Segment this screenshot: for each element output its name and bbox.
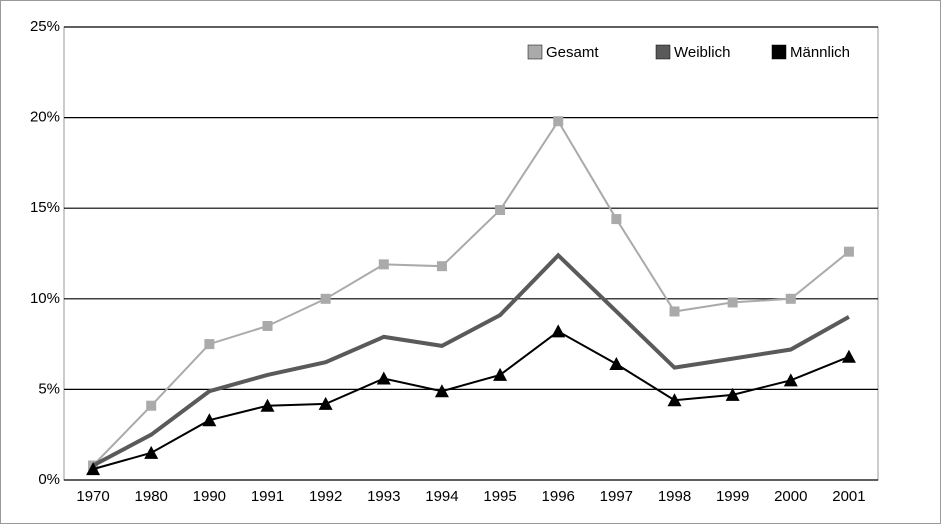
marker bbox=[86, 462, 101, 476]
x-tick-label: 1992 bbox=[309, 488, 342, 505]
x-tick-label: 1995 bbox=[483, 488, 516, 505]
marker bbox=[785, 293, 796, 304]
x-tick-label: 1991 bbox=[251, 488, 284, 505]
x-tick-label: 1999 bbox=[716, 488, 749, 505]
legend-swatch bbox=[527, 44, 543, 60]
x-tick-label: 1994 bbox=[425, 488, 458, 505]
marker bbox=[783, 373, 798, 387]
marker bbox=[669, 306, 680, 317]
legend-label: Gesamt bbox=[546, 44, 599, 61]
x-tick-label: 2001 bbox=[832, 488, 865, 505]
x-tick-label: 1993 bbox=[367, 488, 400, 505]
x-tick-label: 1980 bbox=[135, 488, 168, 505]
marker bbox=[609, 357, 624, 371]
x-tick-label: 1990 bbox=[193, 488, 226, 505]
y-tick-label: 25% bbox=[30, 18, 60, 35]
marker bbox=[843, 246, 854, 257]
marker bbox=[667, 393, 682, 407]
legend-swatch bbox=[655, 44, 671, 60]
marker bbox=[378, 259, 389, 270]
marker bbox=[202, 413, 217, 427]
y-tick-label: 0% bbox=[38, 471, 60, 488]
marker bbox=[144, 445, 159, 459]
legend-label: Männlich bbox=[790, 44, 850, 61]
marker bbox=[727, 297, 738, 308]
y-tick-label: 20% bbox=[30, 109, 60, 126]
series-line bbox=[92, 330, 850, 471]
marker bbox=[262, 320, 273, 331]
marker bbox=[495, 205, 506, 216]
marker bbox=[318, 396, 333, 410]
series-line bbox=[92, 119, 850, 467]
legend-swatch bbox=[771, 44, 787, 60]
x-tick-label: 1997 bbox=[600, 488, 633, 505]
marker bbox=[553, 116, 564, 127]
marker bbox=[725, 387, 740, 401]
marker bbox=[551, 324, 566, 338]
x-tick-label: 1970 bbox=[76, 488, 109, 505]
y-tick-label: 15% bbox=[30, 199, 60, 216]
marker bbox=[376, 371, 391, 385]
y-tick-label: 5% bbox=[38, 380, 60, 397]
x-tick-label: 2000 bbox=[774, 488, 807, 505]
marker bbox=[320, 293, 331, 304]
marker bbox=[260, 398, 275, 412]
series-line bbox=[92, 252, 850, 468]
marker bbox=[611, 214, 622, 225]
x-tick-label: 1996 bbox=[542, 488, 575, 505]
y-tick-label: 10% bbox=[30, 290, 60, 307]
marker bbox=[436, 261, 447, 272]
marker bbox=[493, 367, 508, 381]
marker bbox=[204, 339, 215, 350]
marker bbox=[841, 349, 856, 363]
marker bbox=[434, 384, 449, 398]
x-tick-label: 1998 bbox=[658, 488, 691, 505]
marker bbox=[146, 400, 157, 411]
legend-label: Weiblich bbox=[674, 44, 730, 61]
